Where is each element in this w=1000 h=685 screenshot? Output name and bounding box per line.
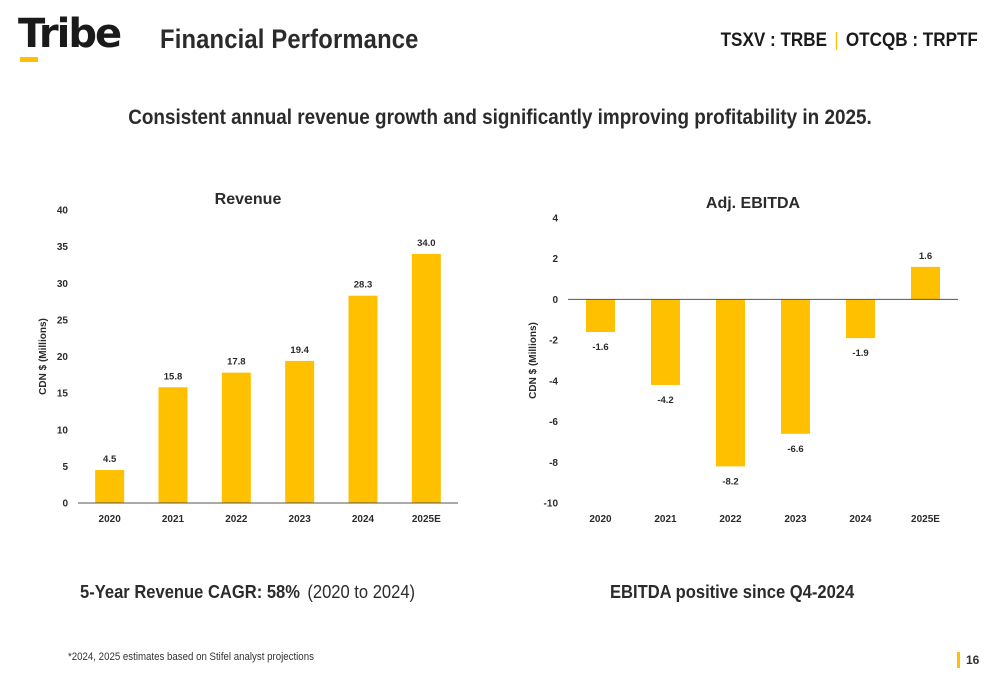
x-tick-label: 2021: [162, 514, 185, 525]
bar-2025e: [911, 266, 940, 300]
data-label: -6.6: [787, 444, 803, 455]
data-label: 17.8: [227, 357, 246, 368]
bar-2024: [348, 295, 378, 503]
y-tick-label: 0: [552, 295, 558, 306]
y-tick-label: -8: [549, 458, 558, 469]
data-label: 28.3: [354, 280, 373, 291]
footnote: *2024, 2025 estimates based on Stifel an…: [68, 651, 314, 663]
bar-2020: [95, 470, 125, 503]
ticker-symbols: TSXV : TRBE | OTCQB : TRPTF: [721, 30, 978, 52]
data-label: -1.6: [592, 342, 608, 353]
bar-2022: [716, 299, 745, 467]
y-tick-label: 2: [552, 254, 558, 265]
y-tick-label: 15: [57, 389, 69, 400]
bar-2022: [221, 372, 251, 503]
bar-2023: [285, 360, 315, 503]
data-label: 19.4: [290, 345, 309, 356]
revenue-cagr-caption: 5-Year Revenue CAGR: 58% (2020 to 2024): [80, 582, 415, 603]
revenue-cagr-text: 5-Year Revenue CAGR: 58%: [80, 582, 300, 602]
x-tick-label: 2020: [589, 514, 612, 525]
revenue-cagr-period: (2020 to 2024): [307, 582, 416, 602]
data-label: 15.8: [164, 371, 183, 382]
data-label: 4.5: [103, 454, 117, 465]
y-tick-label: 40: [57, 206, 69, 217]
page-number-accent: [957, 652, 960, 668]
bar-2024: [846, 299, 875, 339]
y-tick-label: 10: [57, 425, 69, 436]
y-tick-label: -6: [549, 417, 558, 428]
data-label: -8.2: [722, 476, 738, 487]
x-tick-label: 2022: [719, 514, 742, 525]
logo-accent-bar: [20, 57, 38, 62]
x-tick-label: 2021: [654, 514, 677, 525]
y-axis-label: CDN $ (Millions): [38, 318, 49, 395]
y-tick-label: -2: [549, 336, 558, 347]
y-tick-label: 30: [57, 279, 69, 290]
data-label: 34.0: [417, 238, 436, 249]
data-label: -1.9: [852, 348, 868, 359]
ebitda-chart: Adj. EBITDA CDN $ (Millions) -10 -8 -6 -4 -2 0 2…: [520, 180, 970, 540]
y-tick-label: 5: [62, 462, 68, 473]
ebitda-chart-svg: Adj. EBITDA CDN $ (Millions) -10 -8 -6 -4 -2 0 2…: [528, 195, 958, 525]
chart-title: Revenue: [215, 191, 282, 208]
revenue-chart: Revenue CDN $ (Millions) 0 5 10 15 20 25 30 35 40 4…: [30, 180, 470, 540]
x-tick-label: 2025E: [911, 514, 940, 525]
x-tick-label: 2020: [99, 514, 122, 525]
y-tick-label: 20: [57, 352, 69, 363]
y-tick-label: 25: [57, 315, 69, 326]
x-tick-label: 2025E: [412, 514, 441, 525]
ticker-otcqb: OTCQB : TRPTF: [845, 30, 978, 51]
tribe-logo: Tribe: [18, 11, 122, 64]
y-tick-label: -10: [544, 499, 559, 510]
data-label: 1.6: [919, 251, 932, 262]
x-tick-label: 2024: [352, 514, 375, 525]
x-tick-label: 2023: [289, 514, 312, 525]
y-tick-label: 0: [62, 499, 68, 510]
y-axis-label: CDN $ (Millions): [528, 322, 539, 399]
chart-title: Adj. EBITDA: [706, 195, 801, 212]
bar-2020: [586, 299, 615, 332]
y-tick-label: 35: [57, 242, 69, 253]
x-tick-label: 2024: [849, 514, 872, 525]
y-tick-label: -4: [549, 376, 558, 387]
headline: Consistent annual revenue growth and sig…: [128, 106, 872, 129]
bar-2023: [781, 299, 810, 434]
revenue-chart-svg: Revenue CDN $ (Millions) 0 5 10 15 20 25 30 35 40 4…: [38, 191, 458, 525]
bar-2021: [158, 387, 188, 503]
x-tick-label: 2023: [784, 514, 807, 525]
logo-text: Tribe: [18, 11, 122, 57]
bar-2021: [651, 299, 680, 385]
data-label: -4.2: [657, 395, 673, 406]
x-tick-label: 2022: [225, 514, 248, 525]
ticker-tsxv: TSXV : TRBE: [720, 30, 828, 51]
bar-2025e: [411, 253, 441, 503]
page-title: Financial Performance: [160, 24, 419, 54]
y-tick-label: 4: [552, 214, 558, 225]
page-number: 16: [966, 653, 980, 667]
ebitda-caption: EBITDA positive since Q4-2024: [610, 582, 855, 602]
ticker-separator: |: [834, 30, 839, 51]
